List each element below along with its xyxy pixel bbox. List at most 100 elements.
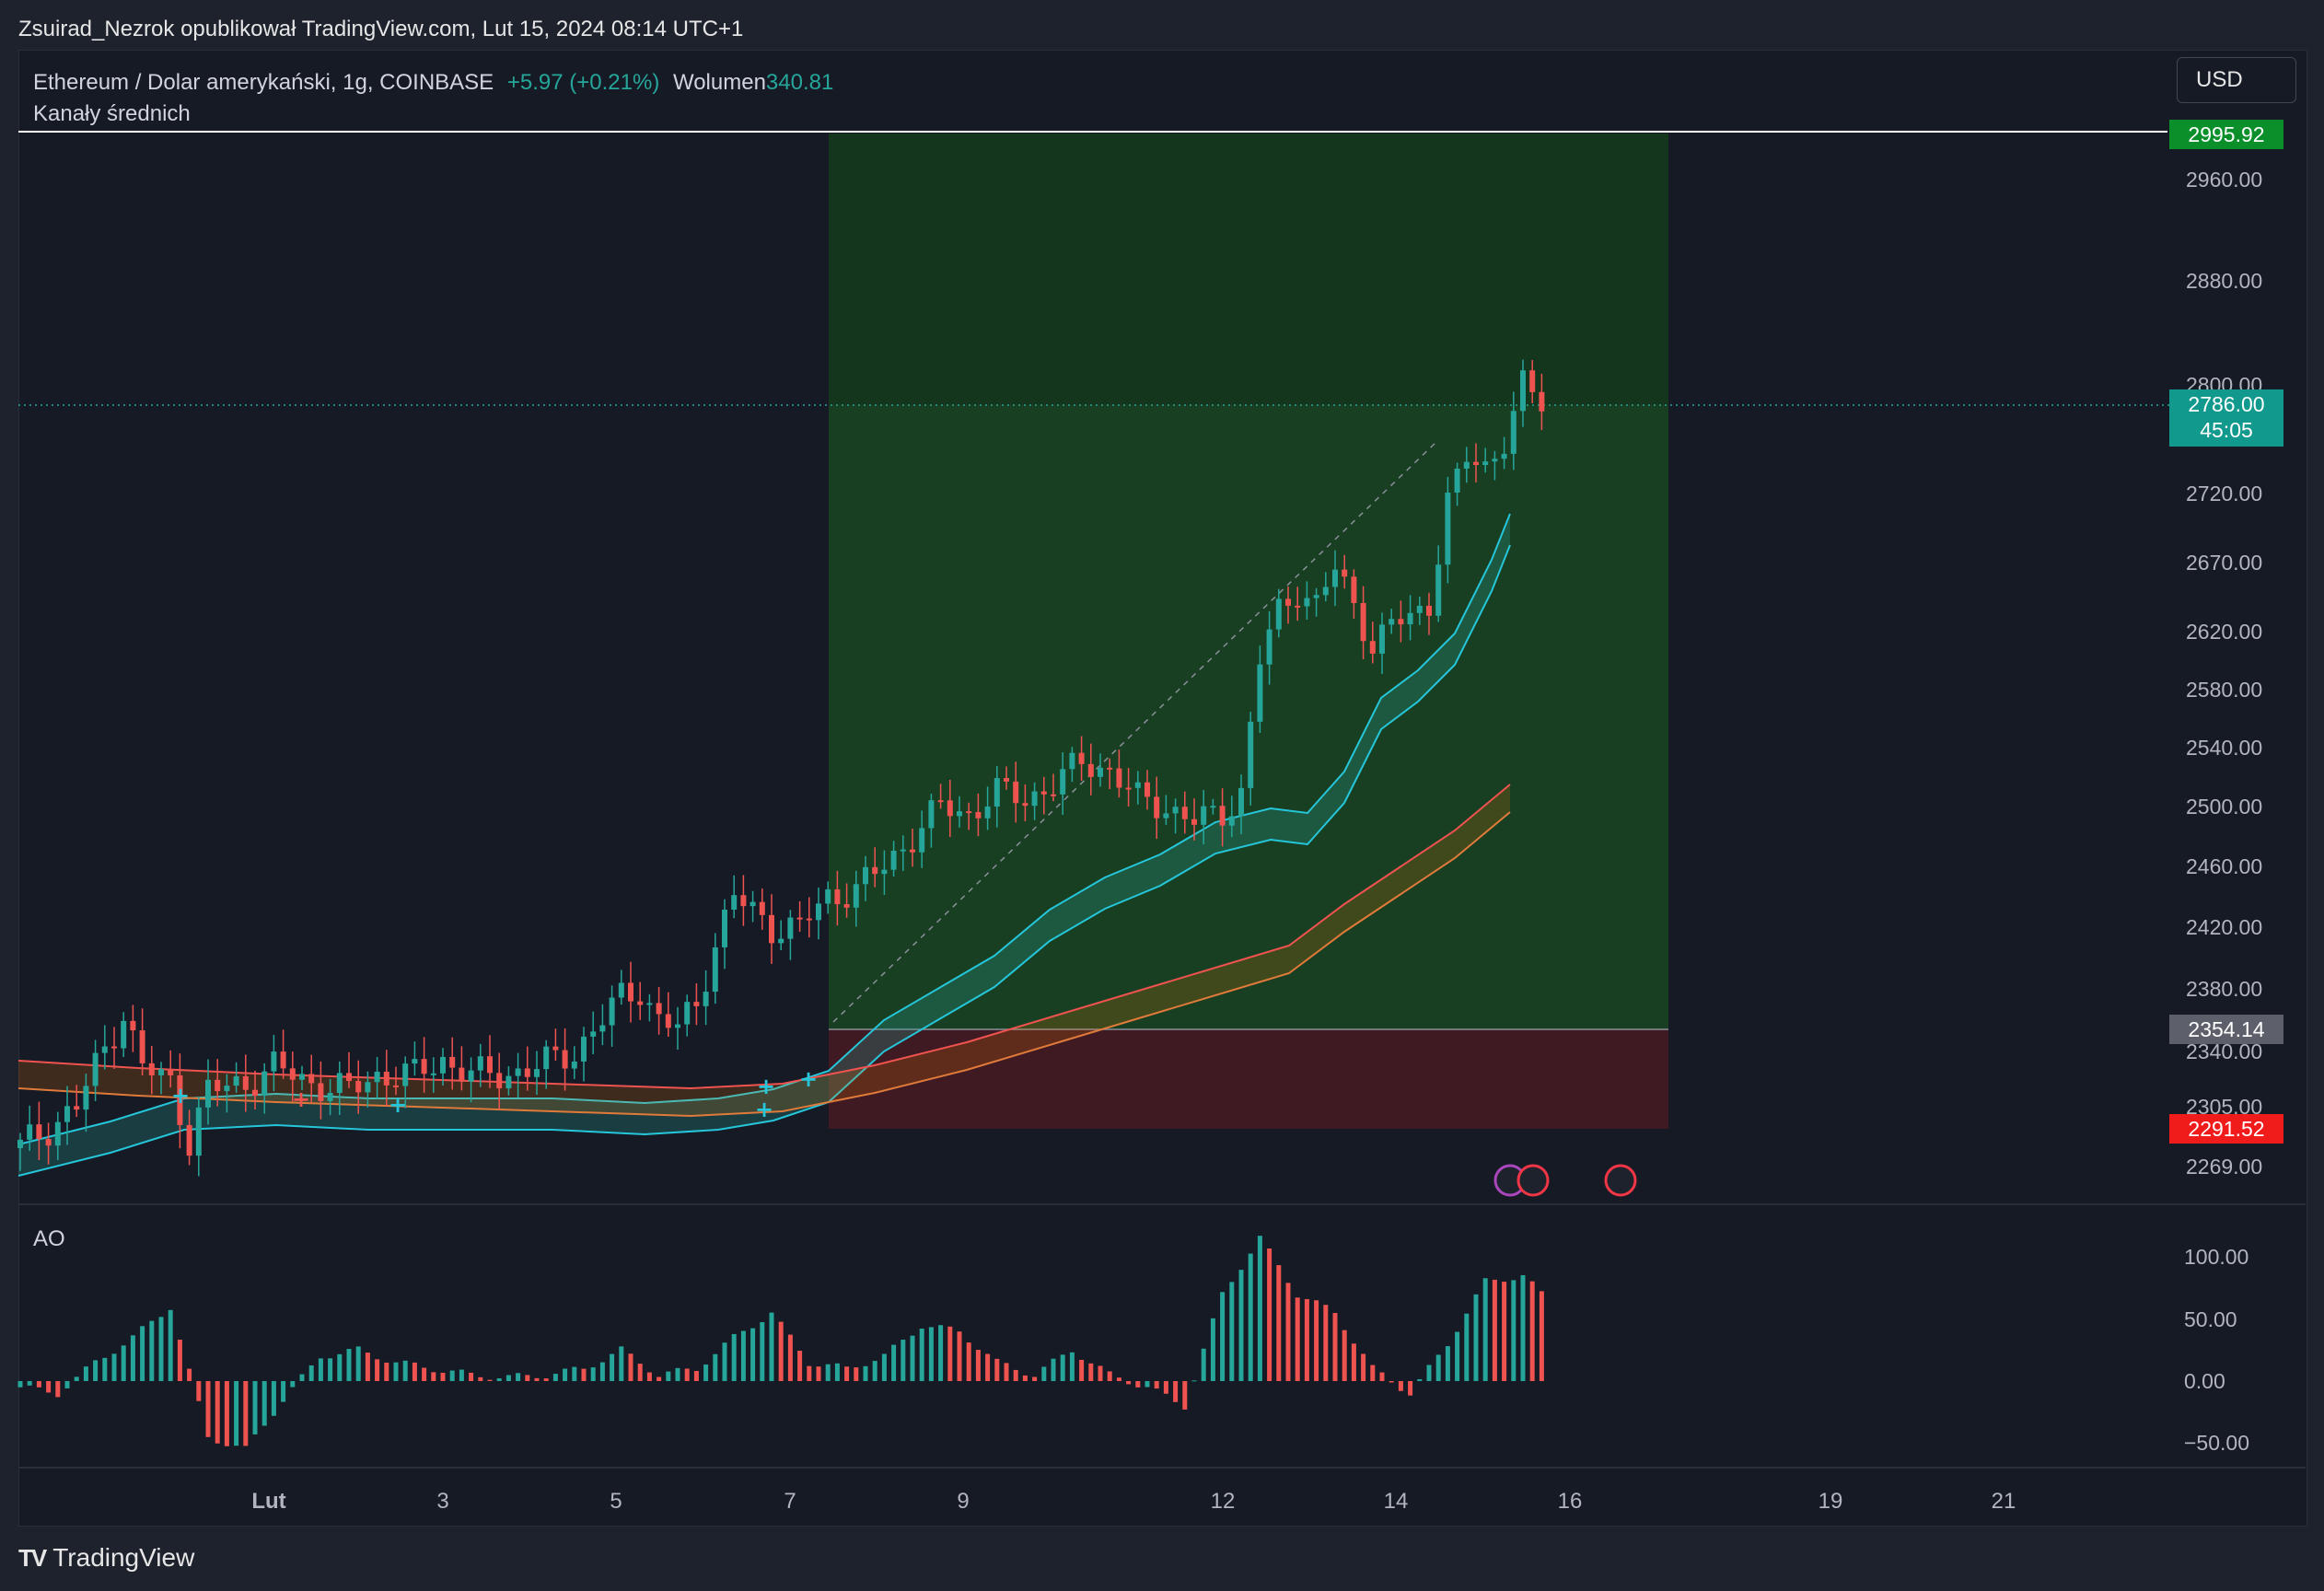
candle-body[interactable] — [646, 1003, 653, 1005]
candle-body[interactable] — [130, 1020, 136, 1031]
candle-body[interactable] — [459, 1067, 465, 1082]
candle-body[interactable] — [796, 917, 803, 920]
candle-body[interactable] — [581, 1036, 587, 1062]
candle-body[interactable] — [881, 869, 888, 875]
candle-body[interactable] — [318, 1083, 324, 1101]
candle-body[interactable] — [1134, 782, 1141, 788]
candle-body[interactable] — [693, 1002, 700, 1006]
candle-body[interactable] — [590, 1031, 597, 1037]
candle-body[interactable] — [1389, 619, 1395, 625]
candle-body[interactable] — [684, 1002, 691, 1025]
tradingview-brand[interactable]: ⁠TV TradingView — [18, 1543, 194, 1573]
candle-body[interactable] — [1116, 768, 1122, 788]
candle-body[interactable] — [994, 778, 1000, 807]
candle-body[interactable] — [947, 800, 953, 817]
candle-body[interactable] — [1416, 605, 1423, 613]
candle-body[interactable] — [355, 1081, 362, 1093]
candle-body[interactable] — [1342, 569, 1348, 577]
symbol-legend[interactable]: Ethereum / Dolar amerykański, 1g, COINBA… — [33, 70, 833, 96]
candle-body[interactable] — [675, 1024, 680, 1028]
candle-body[interactable] — [1125, 787, 1132, 790]
candle-body[interactable] — [872, 866, 878, 875]
candle-body[interactable] — [92, 1052, 99, 1086]
candle-body[interactable] — [1163, 813, 1169, 819]
candle-body[interactable] — [1107, 767, 1113, 770]
candle-body[interactable] — [515, 1068, 521, 1076]
candle-body[interactable] — [299, 1074, 305, 1080]
candle-body[interactable] — [1463, 461, 1470, 470]
candle-body[interactable] — [890, 850, 897, 870]
candle-body[interactable] — [628, 982, 633, 1002]
candle-body[interactable] — [1069, 752, 1075, 770]
candle-body[interactable] — [834, 888, 841, 905]
candle-body[interactable] — [1285, 598, 1291, 606]
candle-body[interactable] — [1257, 664, 1263, 722]
symbol-name[interactable]: Ethereum / Dolar amerykański, 1g, COINBA… — [33, 70, 494, 95]
candle-body[interactable] — [524, 1068, 530, 1077]
candle-body[interactable] — [1510, 411, 1516, 454]
candle-body[interactable] — [1313, 595, 1319, 598]
candle-body[interactable] — [346, 1073, 352, 1082]
candle-body[interactable] — [609, 997, 615, 1026]
candle-body[interactable] — [656, 1003, 662, 1015]
candle-body[interactable] — [1482, 461, 1489, 466]
candle-body[interactable] — [1172, 807, 1179, 814]
candle-body[interactable] — [1219, 806, 1226, 826]
candle-body[interactable] — [910, 849, 915, 853]
candle-body[interactable] — [816, 903, 821, 921]
candle-body[interactable] — [966, 811, 972, 814]
candle-body[interactable] — [271, 1051, 277, 1072]
candle-body[interactable] — [712, 946, 718, 993]
candle-body[interactable] — [806, 918, 812, 921]
candle-body[interactable] — [1098, 767, 1103, 777]
candle-body[interactable] — [1004, 778, 1009, 782]
candle-body[interactable] — [440, 1056, 446, 1074]
candle-body[interactable] — [177, 1074, 183, 1125]
candle-body[interactable] — [853, 884, 859, 908]
candle-body[interactable] — [1201, 806, 1207, 825]
candle-body[interactable] — [215, 1079, 221, 1092]
candle-body[interactable] — [421, 1059, 427, 1074]
candle-body[interactable] — [158, 1069, 164, 1075]
candle-body[interactable] — [825, 888, 831, 904]
candle-body[interactable] — [863, 866, 868, 885]
candle-body[interactable] — [1266, 629, 1272, 665]
candle-body[interactable] — [1295, 605, 1301, 608]
candle-body[interactable] — [139, 1030, 145, 1063]
candle-body[interactable] — [252, 1089, 258, 1097]
candle-body[interactable] — [1445, 493, 1451, 565]
candle-body[interactable] — [365, 1082, 371, 1093]
candle-body[interactable] — [703, 992, 709, 1006]
candle-body[interactable] — [1145, 782, 1150, 797]
candle-body[interactable] — [787, 917, 794, 939]
candle-body[interactable] — [637, 1001, 644, 1005]
candle-body[interactable] — [759, 901, 765, 915]
candle-body[interactable] — [919, 828, 925, 853]
candle-body[interactable] — [449, 1056, 456, 1068]
candle-body[interactable] — [1435, 564, 1442, 616]
candle-body[interactable] — [487, 1056, 493, 1074]
candle-body[interactable] — [1022, 803, 1028, 807]
candle-body[interactable] — [505, 1075, 512, 1089]
candle-body[interactable] — [534, 1069, 540, 1077]
candle-body[interactable] — [618, 982, 624, 998]
candle-body[interactable] — [1154, 796, 1160, 819]
candle-body[interactable] — [242, 1075, 249, 1090]
candle-body[interactable] — [83, 1086, 89, 1110]
candle-body[interactable] — [1501, 453, 1507, 459]
candle-body[interactable] — [1087, 763, 1094, 777]
economic-event-icon[interactable] — [1516, 1164, 1550, 1197]
candle-body[interactable] — [121, 1020, 127, 1049]
candle-body[interactable] — [722, 909, 727, 947]
candle-body[interactable] — [1473, 461, 1479, 466]
candle-body[interactable] — [562, 1050, 568, 1069]
candle-body[interactable] — [54, 1121, 61, 1146]
candle-body[interactable] — [1332, 569, 1338, 587]
loss-zone[interactable] — [829, 1029, 1668, 1129]
candle-body[interactable] — [1248, 721, 1254, 788]
indicator-legend[interactable]: Kanały średnich — [33, 101, 191, 126]
candle-body[interactable] — [374, 1071, 380, 1083]
candle-body[interactable] — [571, 1061, 577, 1069]
candle-body[interactable] — [543, 1046, 550, 1070]
